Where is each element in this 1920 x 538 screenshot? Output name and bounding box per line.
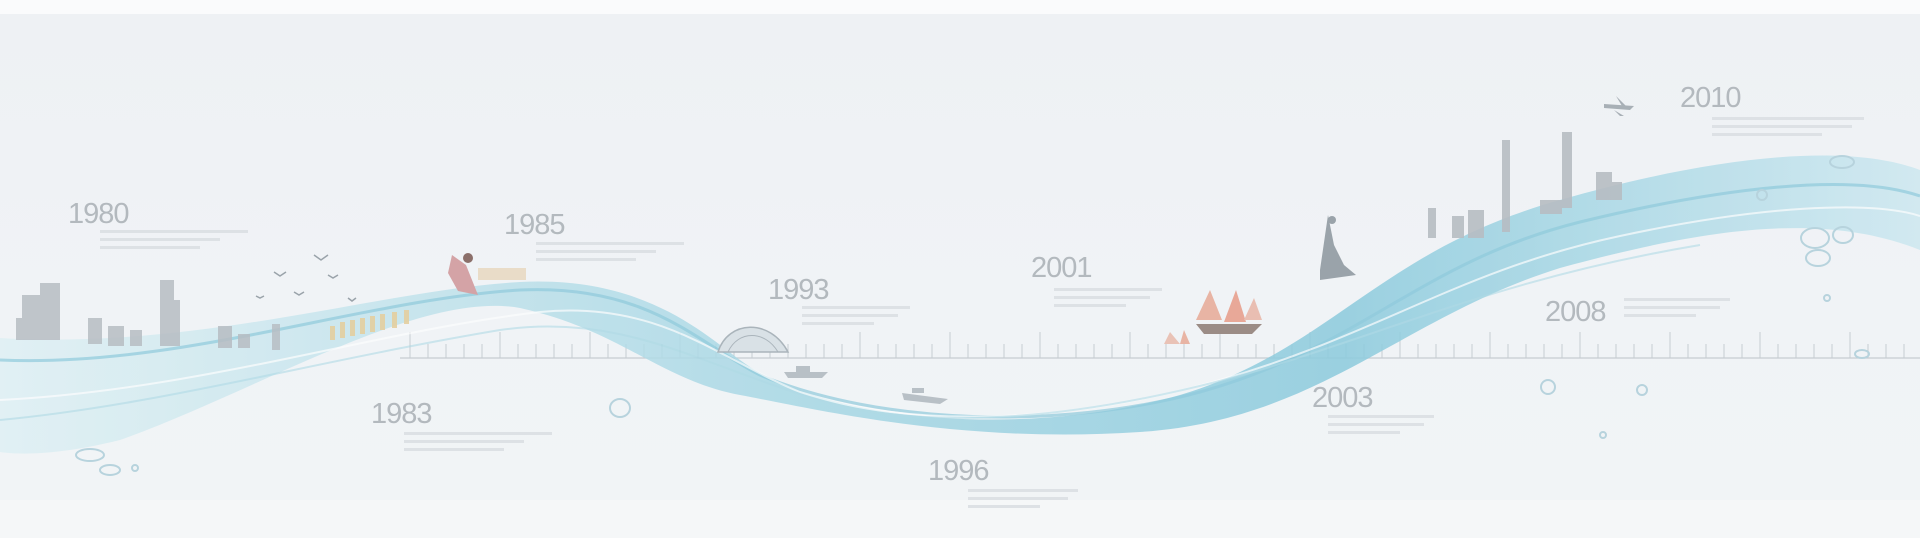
crowd-icon (330, 310, 409, 340)
year-label-1985: 1985 (504, 209, 566, 241)
year-desc-1983 (404, 432, 552, 456)
skyline-2008-icon (1428, 132, 1622, 238)
airplane-icon (1604, 96, 1634, 116)
year-label-1993: 1993 (768, 274, 830, 306)
skyline-1980-icon (16, 280, 280, 350)
junk-sailboat-icon (1164, 290, 1262, 344)
stadium-icon (716, 326, 790, 353)
bottom-strip (0, 500, 1920, 538)
year-label-2003: 2003 (1312, 382, 1374, 414)
year-label-1980: 1980 (68, 198, 130, 230)
year-label-1996: 1996 (928, 455, 990, 487)
year-label-2010: 2010 (1680, 82, 1742, 114)
water-bubbles (75, 155, 1870, 476)
boats-icon (784, 366, 948, 404)
year-desc-2008 (1624, 298, 1730, 322)
year-desc-1980 (100, 230, 248, 254)
year-desc-2003 (1328, 415, 1434, 439)
year-label-2008: 2008 (1545, 296, 1607, 328)
monument-icon (1320, 215, 1356, 280)
year-desc-1996 (968, 489, 1078, 513)
opera-figure-icon (448, 253, 526, 295)
year-desc-2001 (1054, 288, 1162, 312)
birds-icon (255, 254, 357, 302)
year-label-1983: 1983 (371, 398, 433, 430)
year-label-2001: 2001 (1031, 252, 1093, 284)
water-wave (0, 155, 1920, 454)
year-desc-2010 (1712, 117, 1864, 141)
year-desc-1993 (802, 306, 910, 330)
year-desc-1985 (536, 242, 684, 266)
top-strip (0, 0, 1920, 14)
